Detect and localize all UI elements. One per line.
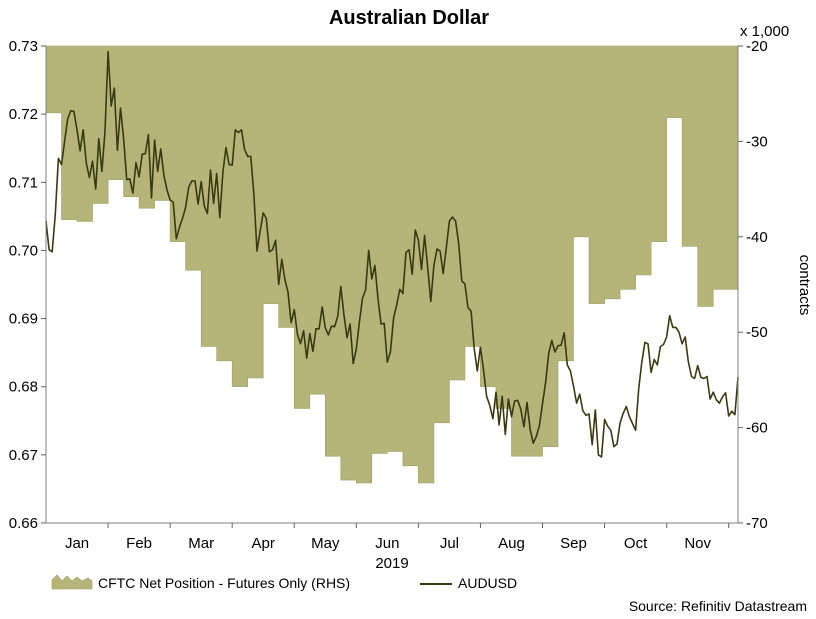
rhs-unit-label: x 1,000 bbox=[740, 23, 789, 40]
chart-title: Australian Dollar bbox=[329, 7, 489, 29]
legend-swatch-area bbox=[51, 574, 93, 590]
left-tick-label: 0.67 bbox=[9, 447, 38, 464]
left-axis-ticks: 0.73 0.72 0.71 0.70 0.69 0.68 0.67 0.66 bbox=[9, 38, 46, 532]
left-tick-label: 0.68 bbox=[9, 379, 38, 396]
x-tick-label: Nov bbox=[684, 535, 711, 552]
x-tick-label: Jan bbox=[65, 535, 89, 552]
left-tick-label: 0.73 bbox=[9, 38, 38, 55]
legend-label-cftc: CFTC Net Position - Futures Only (RHS) bbox=[98, 575, 350, 591]
x-tick-label: Sep bbox=[560, 535, 587, 552]
x-axis-ticks: Jan Feb Mar Apr May Jun Jul Aug Sep Oct Nov bbox=[65, 523, 730, 552]
right-tick-label: -30 bbox=[746, 133, 768, 150]
audusd-line bbox=[45, 50, 739, 458]
plot-area bbox=[45, 45, 739, 524]
right-axis-ticks: -20 -30 -40 -50 -60 -70 bbox=[738, 38, 768, 532]
legend: CFTC Net Position - Futures Only (RHS) A… bbox=[51, 574, 517, 591]
x-tick-label: Oct bbox=[624, 535, 648, 552]
left-tick-label: 0.66 bbox=[9, 515, 38, 532]
right-tick-label: -50 bbox=[746, 324, 768, 341]
source-note: Source: Refinitiv Datastream bbox=[629, 598, 807, 614]
x-tick-label: Jul bbox=[440, 535, 459, 552]
left-tick-label: 0.71 bbox=[9, 174, 38, 191]
rhs-axis-label: contracts bbox=[796, 255, 813, 316]
right-tick-label: -40 bbox=[746, 229, 768, 246]
x-tick-label: Jun bbox=[375, 535, 399, 552]
legend-label-audusd: AUDUSD bbox=[458, 575, 517, 591]
x-tick-label: Aug bbox=[498, 535, 525, 552]
left-tick-label: 0.70 bbox=[9, 242, 38, 259]
right-tick-label: -20 bbox=[746, 38, 768, 55]
left-tick-label: 0.72 bbox=[9, 106, 38, 123]
x-tick-label: Apr bbox=[252, 535, 275, 552]
left-tick-label: 0.69 bbox=[9, 311, 38, 328]
right-tick-label: -70 bbox=[746, 515, 768, 532]
cftc-net-position-area bbox=[45, 45, 739, 484]
x-tick-label: Feb bbox=[126, 535, 152, 552]
x-tick-label: Mar bbox=[188, 535, 214, 552]
x-axis-year-label: 2019 bbox=[375, 555, 408, 572]
right-tick-label: -60 bbox=[746, 420, 768, 437]
x-tick-label: May bbox=[311, 535, 340, 552]
